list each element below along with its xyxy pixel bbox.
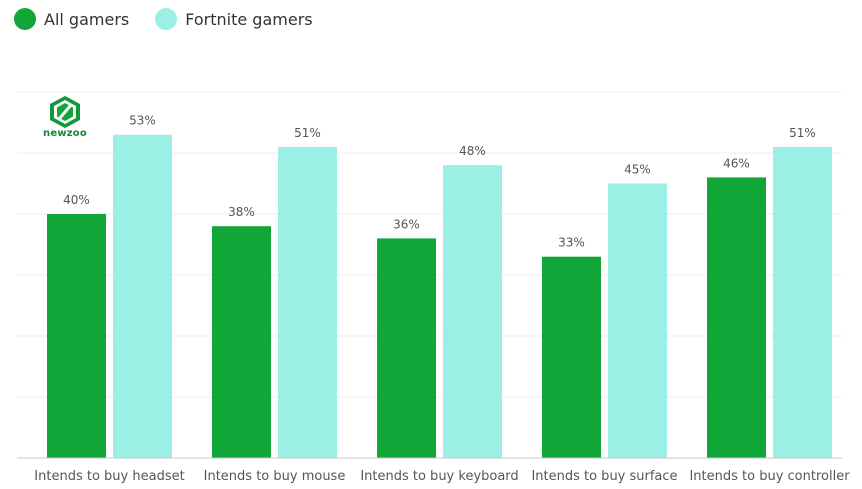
x-tick-label: Intends to buy headset: [34, 469, 184, 484]
legend-label-fortnite-gamers: Fortnite gamers: [185, 9, 313, 29]
data-label: 36%: [393, 217, 420, 231]
legend-swatch-fortnite-gamers: [155, 8, 178, 30]
newzoo-logo: newzoo: [40, 95, 90, 141]
x-tick-label: Intends to buy controller: [689, 469, 850, 484]
data-labels: 40% 53% 38% 51% 36% 48% 33% 45% 46% 51%: [63, 114, 816, 250]
x-tick-label: Intends to buy surface: [531, 469, 677, 484]
bars: [47, 134, 832, 459]
data-label: 45%: [624, 163, 651, 177]
data-label: 51%: [294, 126, 321, 140]
legend-item-fortnite-gamers[interactable]: Fortnite gamers: [155, 8, 313, 30]
data-label: 40%: [63, 193, 90, 207]
x-tick-label: Intends to buy keyboard: [360, 469, 518, 484]
data-label: 33%: [558, 236, 585, 250]
newzoo-logo-icon: [50, 96, 80, 128]
data-label: 38%: [228, 205, 255, 219]
x-axis: Intends to buy headset Intends to buy mou…: [17, 457, 850, 484]
bar-fortnite-gamers[interactable]: [113, 134, 172, 458]
data-label: 51%: [789, 126, 816, 140]
bar-all-gamers[interactable]: [47, 214, 106, 458]
legend-swatch-all-gamers: [14, 8, 36, 30]
bar-fortnite-gamers[interactable]: [773, 146, 832, 458]
legend-item-all-gamers[interactable]: All gamers: [14, 8, 129, 30]
data-label: 48%: [459, 144, 486, 158]
bar-fortnite-gamers[interactable]: [608, 183, 667, 459]
logo-text: newzoo: [43, 128, 87, 139]
bar-all-gamers[interactable]: [212, 226, 271, 458]
bar-all-gamers[interactable]: [707, 177, 766, 458]
bar-all-gamers[interactable]: [377, 238, 436, 458]
x-tick-label: Intends to buy mouse: [204, 469, 346, 484]
data-label: 46%: [723, 156, 750, 170]
bar-fortnite-gamers[interactable]: [278, 146, 337, 458]
bar-fortnite-gamers[interactable]: [443, 165, 502, 458]
chart-legend: All gamers Fortnite gamers: [14, 8, 339, 30]
data-label: 53%: [129, 114, 156, 128]
bar-all-gamers[interactable]: [542, 256, 601, 458]
legend-label-all-gamers: All gamers: [44, 9, 130, 29]
